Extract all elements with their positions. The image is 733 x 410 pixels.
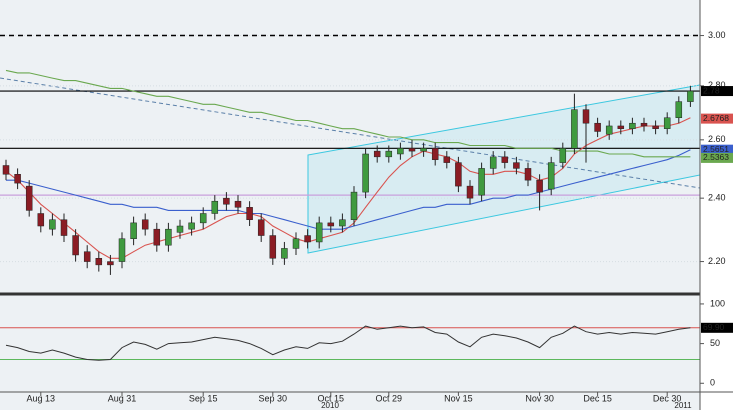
x-tick-label: Oct 29 — [376, 393, 403, 403]
candle-body — [37, 213, 45, 227]
moving-average — [6, 149, 691, 230]
candle-body — [640, 122, 648, 127]
y-tick-label: 3.00 — [708, 30, 726, 40]
candle-body — [571, 109, 578, 149]
x-tick-label: Oct 15 — [318, 393, 345, 403]
candle-body — [489, 156, 497, 169]
candle-body — [629, 122, 636, 129]
candle-body — [455, 162, 462, 187]
x-tick-label: Sep 30 — [259, 393, 288, 403]
value-tag-label: 69.90 — [703, 322, 725, 332]
candle-body — [153, 228, 161, 246]
y-tick-label: 2.40 — [708, 193, 726, 203]
candle-body — [513, 162, 520, 169]
candle-body — [524, 168, 532, 181]
candle-body — [408, 148, 416, 152]
value-tag — [701, 322, 733, 333]
year-label: 2011 — [674, 401, 692, 410]
candle-body — [605, 125, 613, 135]
candle-body — [687, 90, 694, 102]
value-tag — [701, 86, 733, 97]
candle-body — [25, 185, 33, 211]
rsi-line — [5, 325, 691, 361]
candle-body — [95, 258, 103, 266]
candle-body — [431, 148, 439, 160]
candle-body — [327, 222, 335, 227]
value-tag-label: 2.6768 — [703, 113, 729, 123]
x-tick-label: Nov 30 — [525, 393, 554, 403]
candle-body — [14, 174, 21, 184]
plot-background — [0, 0, 700, 410]
candle-body — [83, 251, 91, 262]
value-tag-label: 2.5363 — [703, 152, 729, 162]
candle-body — [582, 109, 590, 124]
candle-body — [188, 222, 195, 230]
candle-body — [60, 219, 68, 236]
trend-line — [0, 77, 701, 189]
candle-body — [675, 101, 683, 118]
candle-body — [246, 207, 253, 220]
candle-body — [339, 219, 346, 227]
candle-body — [420, 148, 427, 152]
candle-body — [362, 153, 369, 193]
candle-body — [559, 148, 567, 163]
y-tick-label: 2.20 — [708, 256, 726, 266]
y-tick-label: 50 — [710, 338, 720, 348]
candle-body — [617, 125, 625, 129]
value-tag — [701, 152, 733, 163]
candle-body — [107, 261, 114, 266]
x-tick-label: Nov 15 — [444, 393, 473, 403]
candle-body — [350, 191, 358, 220]
candle-body — [594, 122, 601, 132]
y-tick-label: 0 — [710, 378, 715, 388]
y-tick-label: 100 — [710, 298, 725, 308]
axis-background — [700, 0, 733, 410]
candle-body — [292, 238, 300, 249]
candle-body — [397, 148, 404, 155]
candle-body — [223, 197, 230, 205]
x-tick-label: Aug 31 — [108, 393, 137, 403]
year-label: 2010 — [321, 401, 339, 410]
value-tag-label: 2.5651 — [703, 144, 729, 154]
x-tick-label: Dec 30 — [653, 393, 682, 403]
candle-body — [443, 156, 451, 163]
candle-body — [373, 150, 381, 158]
candle-body — [118, 238, 126, 262]
candle-body — [2, 165, 10, 175]
candle-body — [385, 150, 393, 158]
candle-body — [304, 235, 311, 243]
candle-body — [663, 117, 671, 129]
candle-body — [234, 200, 242, 208]
x-tick-label: Dec 15 — [583, 393, 612, 403]
candle-body — [501, 156, 509, 163]
candle-body — [199, 213, 207, 224]
candle-body — [165, 228, 172, 246]
candle-body — [176, 225, 184, 233]
candle-body — [211, 200, 219, 214]
x-tick-label: Sep 15 — [189, 393, 218, 403]
x-tick-label: Aug 13 — [27, 393, 56, 403]
candle-body — [281, 248, 288, 259]
candle-body — [72, 235, 79, 256]
candle-body — [141, 219, 149, 230]
y-tick-label: 2.60 — [708, 134, 726, 144]
candle-body — [49, 219, 56, 230]
candle-body — [257, 219, 265, 236]
value-tag — [701, 144, 733, 155]
candle-body — [478, 168, 485, 196]
value-tag-label: 2.78 — [703, 85, 720, 95]
moving-average — [5, 69, 691, 158]
candle-body — [130, 222, 137, 239]
y-tick-label: 2.80 — [708, 80, 726, 90]
value-tag — [701, 113, 733, 124]
candle-body — [652, 125, 659, 129]
candle-body — [315, 222, 323, 243]
candle-body — [536, 179, 543, 193]
candle-body — [547, 162, 555, 190]
candle-body — [269, 235, 277, 259]
candle-body — [466, 185, 474, 199]
